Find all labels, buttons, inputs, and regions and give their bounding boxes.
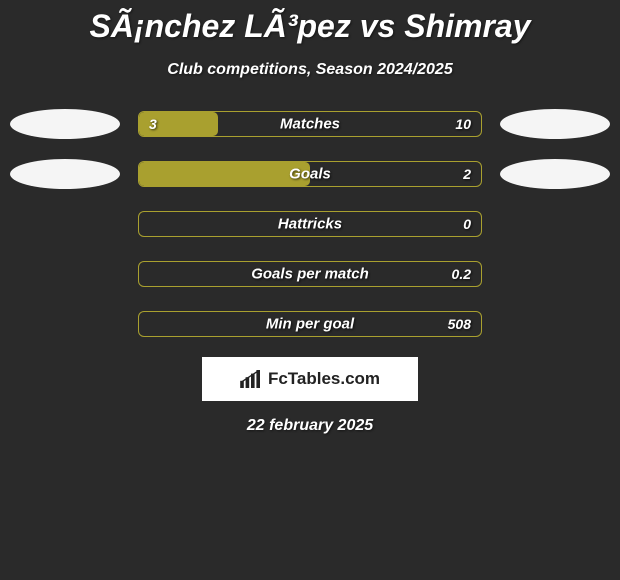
stat-label: Goals per match (251, 266, 369, 283)
stat-bar: Min per goal 508 (138, 311, 482, 337)
stat-label: Hattricks (278, 216, 342, 233)
stat-bar: 3 Matches 10 (138, 111, 482, 137)
stat-right-value: 0.2 (452, 266, 471, 282)
stat-right-value: 10 (455, 116, 471, 132)
stat-row: Min per goal 508 (0, 309, 620, 339)
stat-right-value: 0 (463, 216, 471, 232)
avatar-left (10, 159, 120, 189)
subtitle: Club competitions, Season 2024/2025 (0, 61, 620, 79)
stat-row: Goals 2 (0, 159, 620, 189)
stat-left-value: 3 (149, 116, 157, 132)
stat-right-value: 2 (463, 166, 471, 182)
chart-icon (240, 370, 262, 388)
stat-bar: Hattricks 0 (138, 211, 482, 237)
stat-row: Goals per match 0.2 (0, 259, 620, 289)
date-label: 22 february 2025 (0, 417, 620, 435)
stat-label: Goals (289, 166, 331, 183)
stat-row: 3 Matches 10 (0, 109, 620, 139)
logo-box[interactable]: FcTables.com (202, 357, 418, 401)
stat-label: Min per goal (266, 316, 354, 333)
stat-bar-fill (139, 162, 310, 186)
avatar-right (500, 159, 610, 189)
stats-container: 3 Matches 10 Goals 2 Hattricks 0 Goals per matc… (0, 109, 620, 339)
avatar-left (10, 109, 120, 139)
stat-bar: Goals 2 (138, 161, 482, 187)
logo-text: FcTables.com (268, 369, 380, 389)
stat-label: Matches (280, 116, 340, 133)
avatar-right (500, 109, 610, 139)
stat-row: Hattricks 0 (0, 209, 620, 239)
stat-bar: Goals per match 0.2 (138, 261, 482, 287)
stat-right-value: 508 (448, 316, 471, 332)
page-title: SÃ¡nchez LÃ³pez vs Shimray (0, 0, 620, 45)
